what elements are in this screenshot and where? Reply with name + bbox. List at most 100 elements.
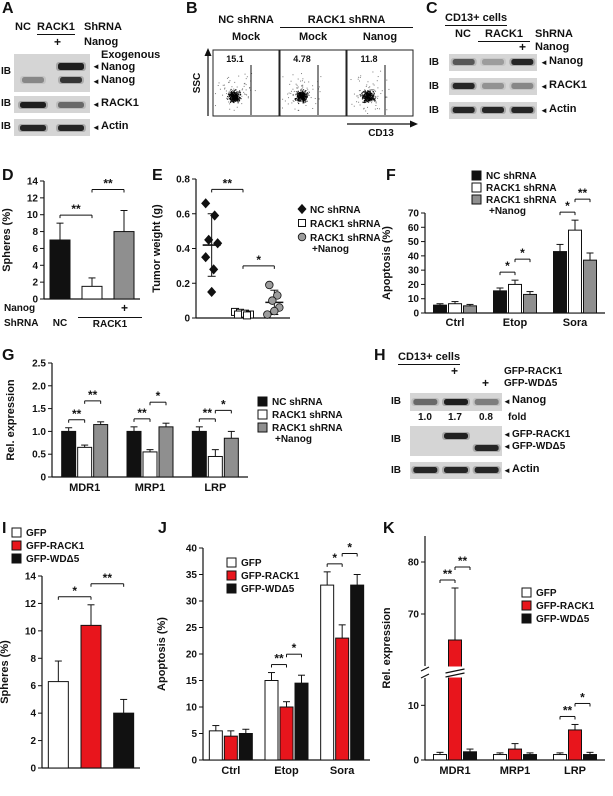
svg-text:12: 12: [27, 193, 39, 204]
svg-text:35: 35: [186, 570, 198, 581]
svg-text:NC shRNA: NC shRNA: [272, 397, 323, 408]
svg-text:**: **: [563, 703, 573, 717]
apoptosis-bar-chart: 0 10 20 30 40 50 60 70 Apoptosis (%) Ctrl Etop Sora…: [381, 170, 605, 329]
xaxis-label-nc: NC: [52, 318, 68, 329]
plus-sign: +: [519, 40, 527, 54]
svg-text:LRP: LRP: [564, 765, 586, 777]
panel-d-label: D: [2, 167, 14, 184]
svg-text:0: 0: [413, 756, 419, 767]
western-blot-actin: [410, 462, 502, 479]
band-label-exogenous-nanog: Nanog: [101, 61, 136, 73]
panel-f: F 0 10 20 30 40 50 60 70 Apoptosis (%) Ctrl Etop So…: [380, 163, 613, 341]
svg-text:6: 6: [32, 244, 38, 255]
svg-text:SSC: SSC: [192, 73, 203, 94]
svg-text:0: 0: [32, 295, 38, 306]
band-label-nanog: Nanog: [512, 394, 547, 406]
panel-i-label: I: [2, 520, 7, 537]
svg-text:MRP1: MRP1: [135, 482, 166, 494]
band-label-gfp-wd5: GFP-WDΔ5: [512, 441, 566, 452]
header-shrna: ShRNA: [535, 28, 573, 40]
western-blot-nanog: [410, 393, 502, 411]
svg-text:0: 0: [184, 314, 190, 325]
svg-text:20: 20: [408, 280, 420, 291]
svg-text:Rel. expression: Rel. expression: [381, 607, 393, 689]
spheres-bar-chart: 0 2 4 6 8 10 12 14 Spheres (%) ** **: [1, 177, 140, 306]
svg-text:60: 60: [408, 223, 420, 234]
svg-text:0.2: 0.2: [176, 279, 190, 290]
band-label-nanog: Nanog: [549, 55, 584, 67]
band-label-rack1: RACK1: [549, 79, 587, 91]
svg-text:**: **: [458, 554, 468, 568]
svg-text:CD13: CD13: [368, 128, 394, 139]
svg-text:11.8: 11.8: [360, 54, 377, 64]
ib-label: IB: [429, 81, 439, 92]
header-nanog: Nanog: [535, 41, 570, 53]
svg-text:Tumor weight (g): Tumor weight (g): [151, 204, 163, 293]
svg-text:2: 2: [32, 278, 38, 289]
panel-c-title: CD13+ cells: [445, 12, 508, 26]
svg-text:Rel. expression: Rel. expression: [5, 379, 17, 461]
western-blot-nanog: [14, 54, 90, 92]
svg-text:**: **: [274, 652, 284, 666]
lane-label-nc: NC: [15, 21, 31, 33]
lane-label-rack1: RACK1: [37, 21, 75, 35]
panel-b: B NC shRNA RACK1 shRNA Mock Mock Nanog 1…: [183, 0, 423, 161]
svg-text:RACK1 shRNA: RACK1 shRNA: [486, 183, 557, 194]
ib-label: IB: [1, 66, 11, 77]
arrow-left-icon: ◄: [503, 466, 511, 475]
arrow-left-icon: ◄: [503, 397, 511, 406]
svg-text:Spheres (%): Spheres (%): [1, 208, 13, 272]
svg-text:GFP: GFP: [241, 558, 262, 569]
svg-text:10: 10: [25, 626, 37, 637]
fold-value: 0.8: [479, 412, 493, 423]
svg-text:RACK1 shRNA: RACK1 shRNA: [272, 423, 343, 434]
western-blot-actin: [14, 119, 90, 136]
svg-text:10: 10: [27, 210, 39, 221]
arrow-left-icon: ◄: [540, 82, 548, 91]
svg-text:GFP-WDΔ5: GFP-WDΔ5: [241, 584, 295, 595]
svg-text:0.8: 0.8: [176, 175, 190, 186]
lane-label-nc: NC: [455, 28, 471, 40]
svg-text:Apoptosis (%): Apoptosis (%): [156, 617, 168, 691]
svg-text:RACK1 shRNA: RACK1 shRNA: [486, 195, 557, 206]
svg-text:*: *: [505, 259, 510, 273]
svg-text:Sora: Sora: [563, 317, 588, 329]
svg-text:15: 15: [186, 676, 198, 687]
svg-text:1.5: 1.5: [32, 404, 46, 415]
svg-text:+Nanog: +Nanog: [312, 244, 349, 255]
ib-label: IB: [429, 57, 439, 68]
ib-label: IB: [391, 465, 401, 476]
svg-text:*: *: [520, 246, 525, 260]
relative-expression-bar-chart: 0 0.5 1.0 1.5 2.0 2.5 Rel. expression MDR1 MRP1 L…: [5, 359, 343, 495]
ib-label: IB: [391, 396, 401, 407]
subheader-nanog: Nanog: [362, 31, 398, 43]
svg-text:14: 14: [27, 177, 39, 188]
svg-text:70: 70: [408, 610, 420, 621]
column-header-nc-shrna: NC shRNA: [218, 14, 274, 26]
panel-b-label: B: [186, 0, 198, 17]
svg-text:Sora: Sora: [330, 765, 355, 777]
panel-h-label: H: [374, 347, 386, 364]
svg-text:0.5: 0.5: [32, 450, 46, 461]
svg-text:NC shRNA: NC shRNA: [486, 171, 537, 182]
svg-text:*: *: [156, 389, 161, 403]
svg-text:**: **: [72, 407, 82, 421]
svg-text:2.0: 2.0: [32, 381, 46, 392]
svg-text:RACK1 shRNA: RACK1 shRNA: [310, 219, 381, 230]
subheader-mock: Mock: [298, 31, 328, 43]
svg-text:GFP: GFP: [536, 588, 557, 599]
ib-label: IB: [429, 105, 439, 116]
svg-text:Ctrl: Ctrl: [446, 317, 465, 329]
subheader-mock: Mock: [231, 31, 261, 43]
panel-c: C CD13+ cells NC RACK1 ShRNA + Nanog IB …: [423, 0, 613, 161]
arrow-left-icon: ◄: [92, 100, 100, 109]
svg-text:Etop: Etop: [503, 317, 528, 329]
svg-text:LRP: LRP: [204, 482, 226, 494]
arrow-left-icon: ◄: [503, 430, 511, 439]
svg-text:8: 8: [30, 654, 36, 665]
svg-text:50: 50: [408, 237, 420, 248]
lane-label-rack1: RACK1: [478, 28, 530, 42]
svg-text:70: 70: [408, 209, 420, 220]
panel-j: J 0 5 10 15 20 25 30 35 40 Apoptosis (%) Ctrl Etop S…: [155, 520, 380, 796]
svg-text:*: *: [221, 397, 226, 411]
